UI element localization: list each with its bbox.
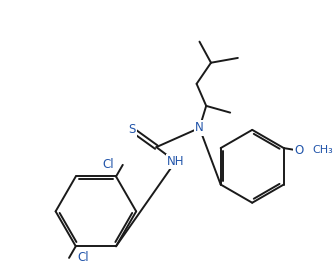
Text: NH: NH <box>167 155 184 168</box>
Text: Cl: Cl <box>78 251 89 264</box>
Text: Cl: Cl <box>103 158 114 171</box>
Text: CH₃: CH₃ <box>313 145 333 155</box>
Text: N: N <box>195 121 204 134</box>
Text: O: O <box>295 144 304 157</box>
Text: S: S <box>129 123 136 136</box>
